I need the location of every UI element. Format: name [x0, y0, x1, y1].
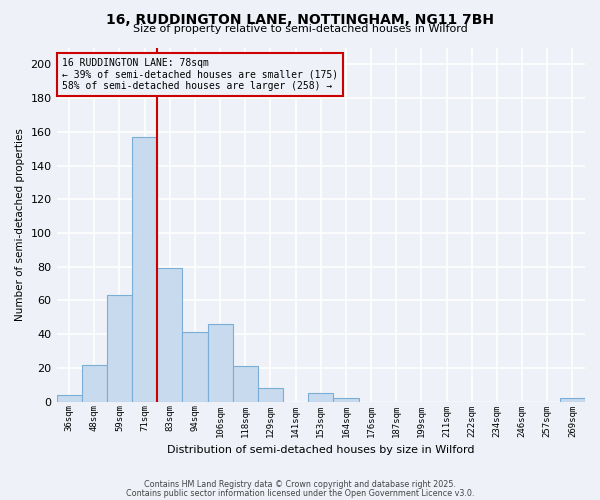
- Bar: [157, 268, 182, 402]
- Bar: [82, 364, 107, 402]
- Bar: [258, 388, 283, 402]
- Text: 16, RUDDINGTON LANE, NOTTINGHAM, NG11 7BH: 16, RUDDINGTON LANE, NOTTINGHAM, NG11 7B…: [106, 12, 494, 26]
- Bar: [208, 324, 233, 402]
- Bar: [182, 332, 208, 402]
- Bar: [560, 398, 585, 402]
- Bar: [56, 395, 82, 402]
- Bar: [334, 398, 359, 402]
- Bar: [308, 393, 334, 402]
- Bar: [233, 366, 258, 402]
- Text: Contains HM Land Registry data © Crown copyright and database right 2025.: Contains HM Land Registry data © Crown c…: [144, 480, 456, 489]
- Text: Size of property relative to semi-detached houses in Wilford: Size of property relative to semi-detach…: [133, 24, 467, 34]
- Text: Contains public sector information licensed under the Open Government Licence v3: Contains public sector information licen…: [126, 488, 474, 498]
- Bar: [132, 137, 157, 402]
- Y-axis label: Number of semi-detached properties: Number of semi-detached properties: [15, 128, 25, 321]
- Text: 16 RUDDINGTON LANE: 78sqm
← 39% of semi-detached houses are smaller (175)
58% of: 16 RUDDINGTON LANE: 78sqm ← 39% of semi-…: [62, 58, 338, 92]
- Bar: [107, 296, 132, 402]
- X-axis label: Distribution of semi-detached houses by size in Wilford: Distribution of semi-detached houses by …: [167, 445, 475, 455]
